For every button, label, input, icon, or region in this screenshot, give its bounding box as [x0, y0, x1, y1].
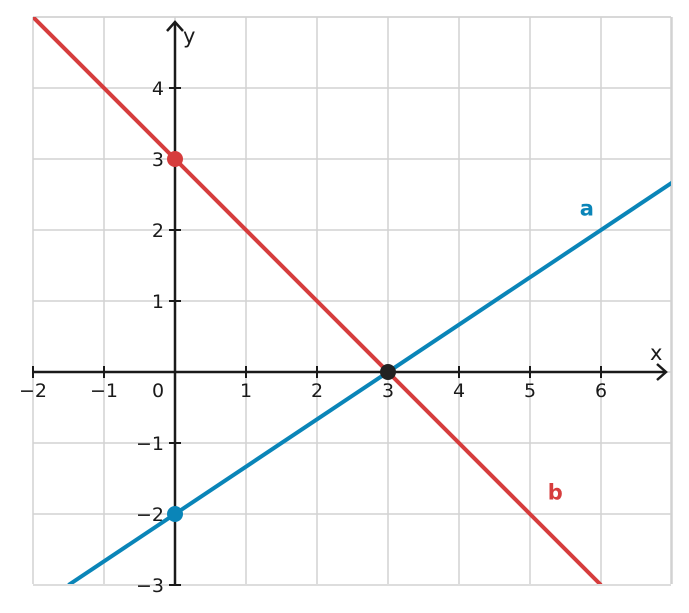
- y-axis-label: y: [183, 24, 195, 48]
- x-tick-label: 0: [152, 380, 164, 402]
- x-tick-label: 5: [524, 380, 536, 402]
- x-tick-label: 1: [240, 380, 252, 402]
- y-tick-label: −1: [136, 433, 164, 455]
- point-marker: [380, 364, 396, 380]
- x-axis-label: x: [650, 341, 662, 365]
- line-b-label: b: [548, 481, 563, 505]
- y-tick-label: 4: [152, 78, 164, 100]
- grid: [32, 16, 673, 586]
- y-tick-label: 3: [152, 149, 164, 171]
- y-tick-label: 1: [152, 291, 164, 313]
- y-axis-arrow-icon: [166, 20, 184, 32]
- point-marker: [167, 151, 183, 167]
- x-tick-label: 6: [595, 380, 607, 402]
- x-tick-label: 4: [453, 380, 465, 402]
- x-tick-label: −2: [19, 380, 47, 402]
- x-tick-label: 3: [382, 380, 394, 402]
- x-axis-arrow-icon: [656, 363, 668, 381]
- axes: x y: [33, 20, 668, 584]
- ticks: −2 −1 0 1 2 3 4 5 6 −3 −2 −1 1 2 3 4: [19, 78, 607, 597]
- series-labels: ab: [548, 197, 594, 505]
- line-b: [33, 17, 603, 584]
- y-tick-label: −2: [136, 504, 164, 526]
- point-marker: [167, 506, 183, 522]
- x-tick-label: 2: [311, 380, 323, 402]
- line-a-label: a: [580, 197, 594, 221]
- x-tick-label: −1: [90, 380, 118, 402]
- y-tick-label: 2: [152, 220, 164, 242]
- y-tick-label: −3: [136, 575, 164, 597]
- marked-points: [167, 151, 396, 522]
